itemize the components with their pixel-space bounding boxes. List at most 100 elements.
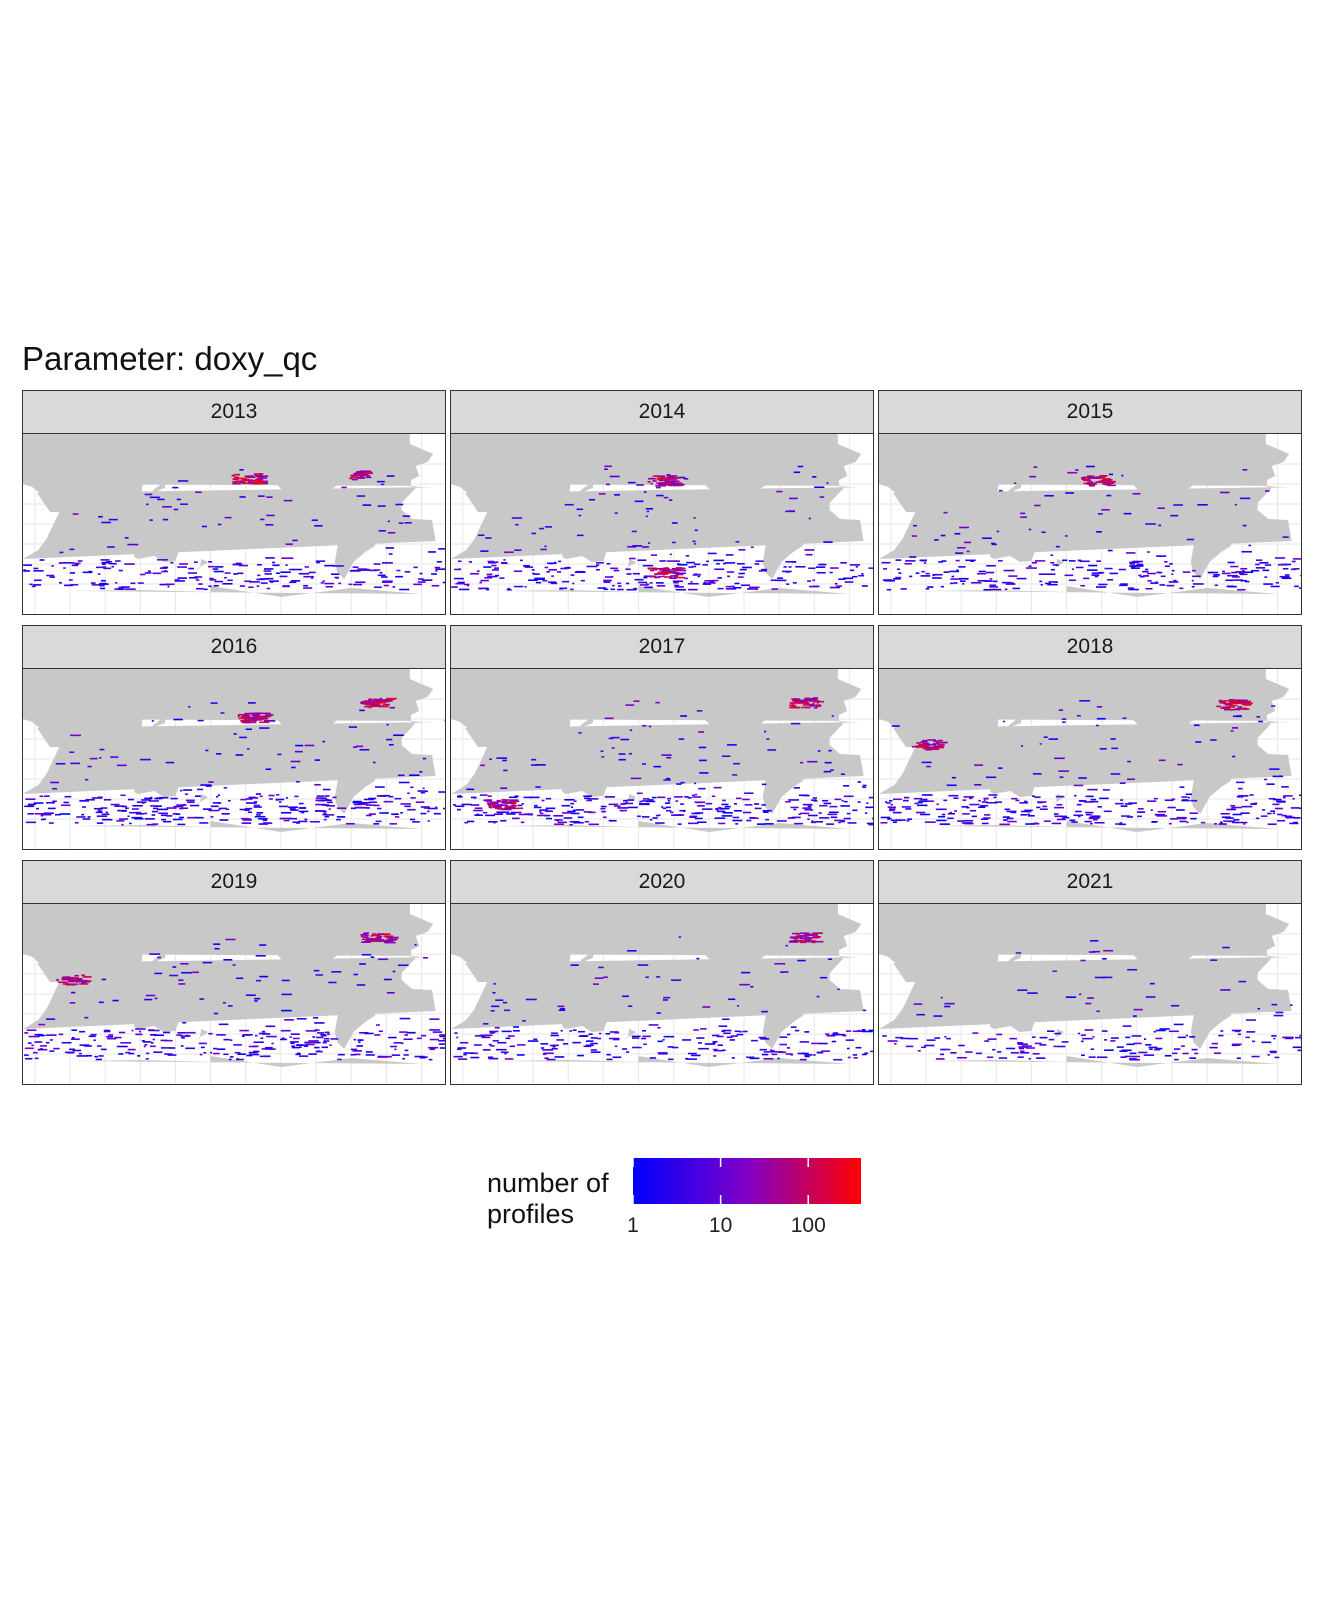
profile-cell: [1179, 587, 1184, 590]
profile-cell: [198, 583, 203, 585]
profile-cell: [1211, 1042, 1218, 1045]
profile-cell: [913, 797, 922, 800]
profile-cell: [943, 511, 948, 514]
profile-cell: [222, 582, 233, 585]
profile-cell: [71, 1029, 78, 1031]
profile-cell: [545, 797, 552, 800]
profile-cell: [1004, 808, 1011, 811]
profile-cell: [799, 761, 804, 764]
profile-cell: [429, 1018, 440, 1020]
profile-cell: [254, 815, 266, 818]
profile-cell: [606, 1053, 611, 1056]
profile-cell: [1173, 579, 1177, 582]
profile-cell: [676, 560, 681, 562]
profile-cell: [794, 698, 797, 700]
profile-cell: [726, 571, 735, 573]
profile-cell: [1234, 708, 1237, 711]
profile-cell: [180, 962, 189, 965]
profile-cell: [558, 560, 561, 563]
profile-cell: [1155, 1029, 1166, 1032]
profile-cell: [1242, 469, 1248, 471]
profile-cell: [675, 573, 684, 576]
profile-cell: [687, 822, 699, 825]
profile-cell: [696, 710, 703, 712]
profile-cell: [160, 1047, 172, 1049]
profile-cell: [843, 785, 850, 787]
profile-cell: [825, 1033, 830, 1035]
profile-cell: [1019, 802, 1029, 804]
profile-cell: [242, 1034, 252, 1036]
profile-cell: [376, 933, 386, 935]
profile-cell: [668, 482, 676, 485]
profile-cell: [637, 964, 649, 966]
profile-cell: [376, 701, 386, 704]
profile-cell: [59, 813, 71, 815]
land-mass: [1009, 994, 1032, 1004]
profile-cell: [1122, 717, 1127, 720]
profile-cell: [1137, 808, 1144, 810]
profile-cell: [74, 821, 79, 824]
profile-cell: [1182, 1052, 1189, 1055]
profile-cell: [245, 798, 253, 800]
profile-cell: [736, 562, 745, 565]
profile-cell: [830, 769, 834, 771]
profile-cell: [1218, 823, 1227, 825]
profile-cell: [453, 577, 464, 580]
profile-cell: [1026, 810, 1030, 813]
profile-cell: [33, 802, 44, 804]
profile-cell: [1273, 1014, 1284, 1017]
profile-cell: [1027, 813, 1031, 816]
profile-cell: [956, 569, 959, 572]
profile-cell: [658, 572, 664, 574]
profile-cell: [185, 1047, 195, 1050]
profile-cell: [315, 560, 326, 562]
profile-cell: [210, 816, 214, 818]
profile-cell: [1131, 1035, 1142, 1037]
profile-cell: [208, 560, 213, 563]
land-mass: [996, 506, 1004, 517]
profile-cell: [823, 802, 832, 805]
profile-cell: [950, 582, 954, 585]
profile-cell: [625, 704, 635, 706]
profile-cell: [328, 808, 331, 810]
profile-cell: [144, 998, 153, 1001]
profile-cell: [961, 806, 969, 808]
profile-cell: [1259, 561, 1269, 564]
profile-cell: [336, 807, 347, 810]
profile-cell: [487, 575, 498, 578]
profile-cell: [742, 811, 752, 814]
profile-cell: [804, 697, 811, 700]
profile-cell: [810, 699, 815, 702]
profile-cell: [807, 805, 812, 808]
profile-cell: [134, 817, 144, 820]
profile-cell: [880, 821, 888, 824]
profile-cell: [807, 580, 811, 582]
profile-cell: [101, 521, 111, 524]
profile-cell: [1235, 699, 1241, 702]
profile-cell: [69, 548, 75, 551]
profile-cell: [259, 477, 268, 479]
profile-cell: [598, 966, 604, 969]
profile-cell: [947, 813, 956, 815]
profile-cell: [277, 753, 282, 756]
profile-cell: [1235, 571, 1244, 573]
profile-cell: [299, 1055, 309, 1057]
profile-cell: [242, 482, 253, 485]
profile-cell: [889, 808, 896, 810]
profile-cell: [739, 568, 747, 571]
profile-cell: [917, 1049, 921, 1052]
land-mass: [925, 820, 1278, 849]
profile-cell: [663, 573, 669, 575]
profile-cell: [1232, 1043, 1242, 1046]
profile-cell: [373, 823, 380, 825]
profile-cell: [795, 935, 801, 937]
profile-cell: [795, 706, 800, 709]
profile-cell: [676, 476, 686, 479]
profile-cell: [804, 1054, 813, 1056]
profile-cell: [648, 725, 652, 728]
profile-cell: [1241, 805, 1253, 808]
profile-cell: [1119, 1050, 1128, 1052]
profile-cell: [111, 565, 115, 568]
profile-cell: [64, 795, 72, 798]
profile-cell: [934, 1037, 941, 1039]
